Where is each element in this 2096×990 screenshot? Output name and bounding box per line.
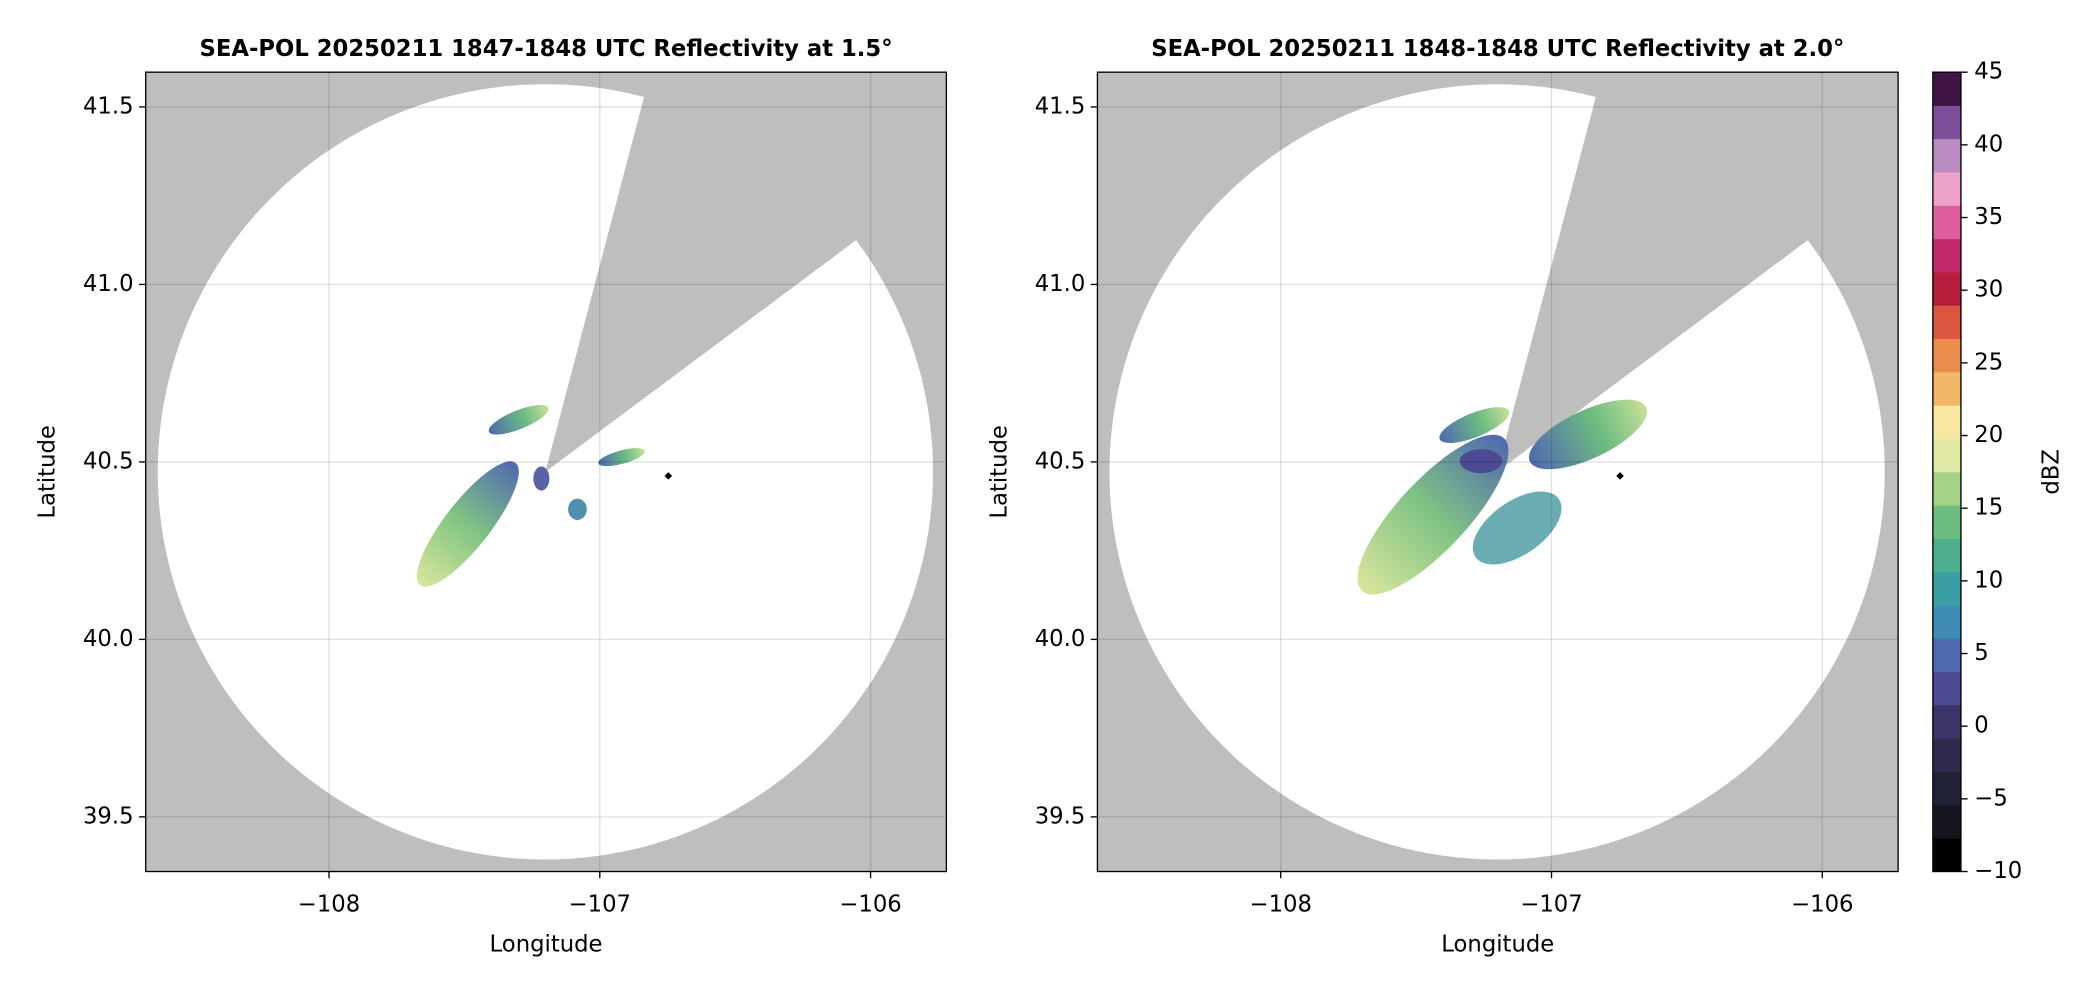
colorbar-band (1932, 738, 1961, 773)
x-tick-label: −106 (1791, 891, 1853, 917)
y-tick-label: 41.5 (83, 93, 134, 119)
y-tick-label: 40.0 (83, 626, 134, 652)
x-axis-label: Longitude (1441, 932, 1554, 958)
colorbar-band (1932, 172, 1961, 206)
chart-title: SEA-POL 20250211 1848-1848 UTC Reflectiv… (1151, 36, 1844, 62)
colorbar-tick-label: 25 (1974, 349, 2003, 375)
colorbar-tick-label: 5 (1974, 640, 1988, 666)
colorbar-band (1932, 405, 1961, 439)
colorbar-band (1932, 638, 1961, 673)
x-axis-label: Longitude (490, 932, 603, 958)
colorbar-band (1932, 438, 1961, 473)
colorbar-tick-label: −10 (1974, 858, 2022, 884)
colorbar-band (1932, 371, 1961, 406)
echo (1439, 407, 1510, 443)
echo (533, 466, 550, 491)
y-tick-label: 41.0 (83, 271, 134, 297)
foreground-layer: −108 −107 −106 39.5 40.0 40.5 41.0 41.5 SEA-POL … (35, 36, 2065, 958)
x-tick-label: −107 (569, 891, 631, 917)
plot-frame (145, 71, 948, 873)
colorbar-band (1932, 804, 1961, 839)
colorbar-tick-label: 40 (1974, 131, 2003, 157)
colorbar-tick-label: 10 (1974, 567, 2003, 593)
colorbar-band (1932, 272, 1961, 306)
colorbar-band (1932, 571, 1961, 606)
colorbar-band (1932, 238, 1961, 273)
colorbar-band (1932, 105, 1961, 140)
colorbar-frame (1932, 71, 1962, 873)
figure-content: −108 −107 −106 39.5 40.0 40.5 41.0 41.5 SEA-POL … (35, 36, 2065, 958)
echo (1472, 491, 1562, 565)
radar-site (664, 472, 673, 480)
colorbar-band (1932, 771, 1961, 806)
y-tick-label: 41.5 (1035, 93, 1086, 119)
echo (1357, 434, 1509, 595)
echo (416, 461, 519, 587)
x-tick-label: −106 (839, 891, 901, 917)
y-tick-label: 40.0 (1035, 626, 1086, 652)
colorbar-label: dBZ (2038, 449, 2064, 495)
colorbar-band (1932, 72, 1961, 106)
echo (488, 404, 549, 435)
chart-title: SEA-POL 20250211 1847-1848 UTC Reflectiv… (199, 36, 892, 62)
colorbar-band (1932, 305, 1961, 340)
colorbar-tick-label: 20 (1974, 422, 2003, 448)
x-tick-label: −107 (1520, 891, 1582, 917)
background-layer (145, 72, 1899, 872)
echo (1528, 399, 1648, 470)
echo (568, 498, 587, 520)
echo (598, 448, 645, 467)
y-tick-label: 40.5 (83, 448, 134, 474)
x-tick-label: −108 (1250, 891, 1312, 917)
colorbar-band (1932, 671, 1961, 706)
radar-site (1616, 472, 1624, 480)
x-tick-label: −108 (298, 891, 360, 917)
colorbar-band (1932, 605, 1961, 639)
colorbar-band (1932, 205, 1961, 240)
colorbar-band (1932, 138, 1961, 173)
colorbar-tick-label: −5 (1974, 785, 2008, 811)
colorbar-band (1932, 538, 1961, 573)
y-tick-label: 39.5 (83, 803, 134, 829)
echo (1459, 449, 1503, 474)
colorbar-band (1932, 704, 1961, 739)
colorbar-band (1932, 471, 1961, 506)
plot-frame (1096, 71, 1899, 873)
colorbar-tick-label: 35 (1974, 204, 2003, 230)
colorbar-tick-label: 30 (1974, 277, 2003, 303)
y-tick-label: 40.5 (1035, 448, 1086, 474)
radar-echoes (416, 399, 1648, 595)
colorbar-tick-label: 0 (1974, 713, 1988, 739)
y-tick-label: 41.0 (1035, 271, 1086, 297)
colorbar-band (1932, 505, 1961, 539)
colorbar-tick-label: 15 (1974, 495, 2003, 521)
colorbar-tick-label: 45 (1974, 59, 2003, 85)
y-axis-label: Latitude (35, 425, 61, 519)
colorbar-band (1932, 838, 1961, 872)
colorbar-band (1932, 338, 1961, 373)
y-tick-label: 39.5 (1035, 803, 1086, 829)
y-axis-label: Latitude (986, 425, 1012, 519)
